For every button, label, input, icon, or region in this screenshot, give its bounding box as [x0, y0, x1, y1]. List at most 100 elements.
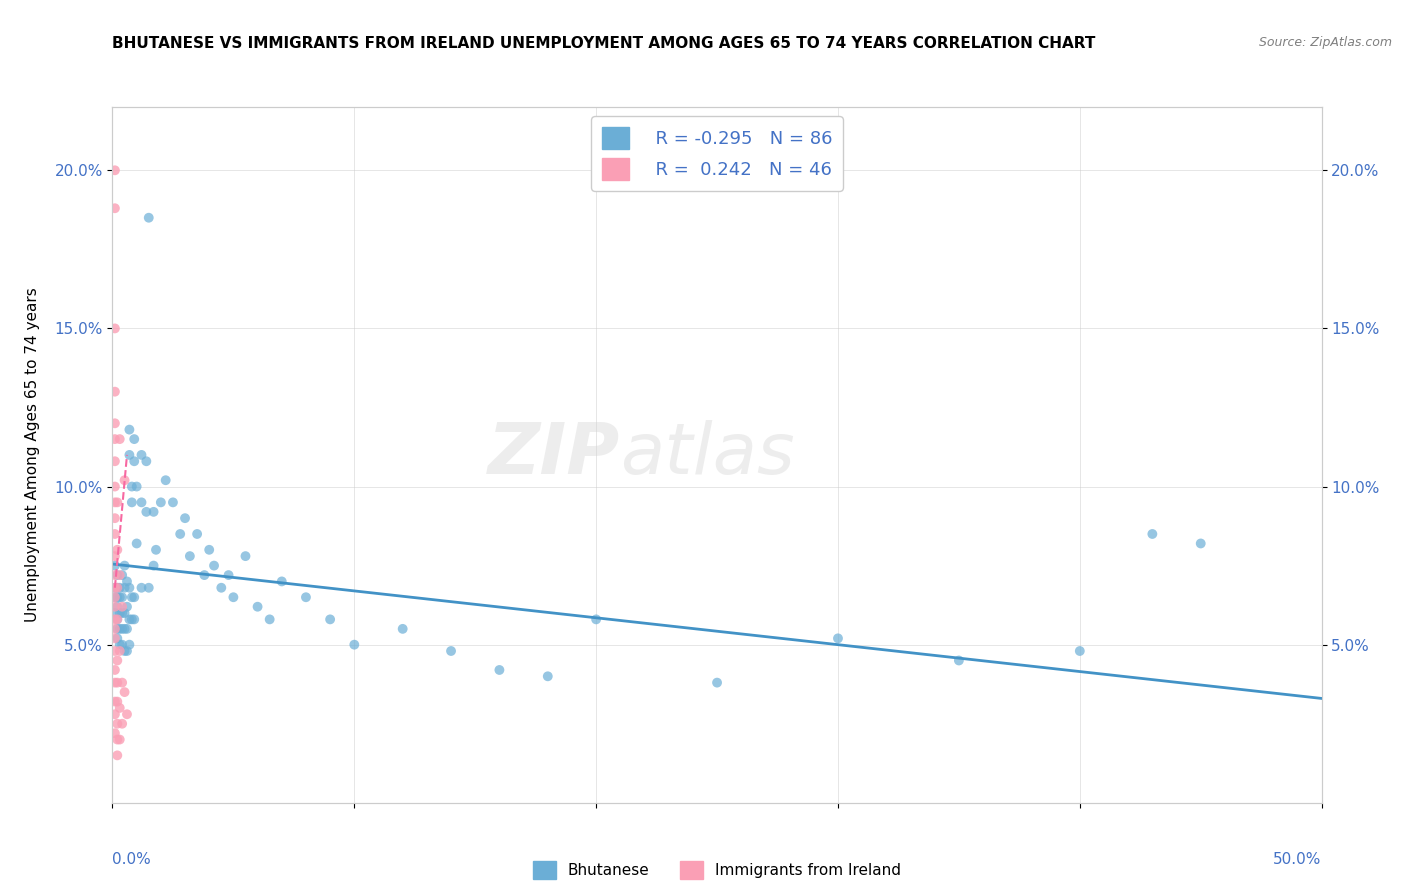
Point: [198, 542, 221, 557]
Point: [537, 669, 560, 683]
Point: [108, 568, 131, 582]
Text: 50.0%: 50.0%: [1274, 852, 1322, 867]
Point: [105, 568, 128, 582]
Point: [142, 558, 165, 573]
Point: [135, 505, 157, 519]
Point: [169, 527, 191, 541]
Point: [122, 591, 145, 605]
Point: [121, 495, 143, 509]
Point: [1069, 644, 1091, 658]
Text: BHUTANESE VS IMMIGRANTS FROM IRELAND UNEMPLOYMENT AMONG AGES 65 TO 74 YEARS CORR: BHUTANESE VS IMMIGRANTS FROM IRELAND UNE…: [112, 36, 1095, 51]
Point: [104, 622, 127, 636]
Point: [105, 716, 128, 731]
Point: [104, 599, 127, 614]
Point: [440, 644, 463, 658]
Point: [104, 591, 127, 605]
Point: [105, 622, 128, 636]
Point: [104, 707, 127, 722]
Point: [114, 606, 136, 620]
Point: [948, 653, 970, 667]
Point: [105, 732, 128, 747]
Point: [104, 632, 127, 646]
Point: [104, 695, 127, 709]
Point: [131, 495, 153, 509]
Point: [114, 473, 136, 487]
Legend: Bhutanese, Immigrants from Ireland: Bhutanese, Immigrants from Ireland: [527, 855, 907, 886]
Point: [135, 454, 157, 468]
Point: [115, 622, 138, 636]
Point: [111, 606, 134, 620]
Point: [138, 211, 160, 225]
Point: [104, 321, 127, 335]
Point: [104, 663, 127, 677]
Point: [114, 685, 136, 699]
Point: [108, 581, 131, 595]
Point: [115, 599, 138, 614]
Point: [122, 432, 145, 446]
Point: [218, 568, 240, 582]
Point: [121, 591, 143, 605]
Point: [104, 591, 127, 605]
Point: [122, 612, 145, 626]
Point: [105, 748, 128, 763]
Point: [155, 473, 177, 487]
Point: [105, 695, 128, 709]
Point: [118, 581, 141, 595]
Point: [108, 591, 131, 605]
Point: [105, 653, 128, 667]
Y-axis label: Unemployment Among Ages 65 to 74 years: Unemployment Among Ages 65 to 74 years: [25, 287, 41, 623]
Point: [145, 542, 167, 557]
Point: [104, 163, 127, 178]
Point: [121, 479, 143, 493]
Point: [706, 675, 728, 690]
Point: [585, 612, 607, 626]
Point: [105, 542, 128, 557]
Point: [105, 599, 128, 614]
Point: [115, 574, 138, 589]
Point: [114, 644, 136, 658]
Point: [111, 599, 134, 614]
Point: [108, 432, 131, 446]
Point: [259, 612, 281, 626]
Point: [105, 581, 128, 595]
Point: [162, 495, 184, 509]
Point: [104, 581, 127, 595]
Point: [111, 568, 134, 582]
Point: [104, 568, 127, 582]
Point: [391, 622, 413, 636]
Point: [1142, 527, 1164, 541]
Point: [114, 622, 136, 636]
Point: [209, 581, 232, 595]
Point: [105, 675, 128, 690]
Point: [105, 581, 128, 595]
Point: [246, 599, 269, 614]
Point: [104, 454, 127, 468]
Point: [202, 558, 225, 573]
Point: [104, 384, 127, 399]
Point: [174, 511, 197, 525]
Point: [104, 201, 127, 215]
Point: [105, 612, 128, 626]
Point: [105, 591, 128, 605]
Point: [105, 495, 128, 509]
Point: [131, 581, 153, 595]
Point: [104, 581, 127, 595]
Point: [142, 505, 165, 519]
Point: [125, 536, 148, 550]
Point: [319, 612, 342, 626]
Point: [115, 644, 138, 658]
Point: [193, 568, 215, 582]
Point: [104, 612, 127, 626]
Point: [125, 479, 148, 493]
Point: [222, 591, 245, 605]
Point: [131, 448, 153, 462]
Point: [114, 558, 136, 573]
Point: [104, 558, 127, 573]
Point: [138, 581, 160, 595]
Point: [111, 638, 134, 652]
Point: [104, 417, 127, 431]
Point: [104, 606, 127, 620]
Point: [118, 612, 141, 626]
Point: [105, 632, 128, 646]
Point: [108, 701, 131, 715]
